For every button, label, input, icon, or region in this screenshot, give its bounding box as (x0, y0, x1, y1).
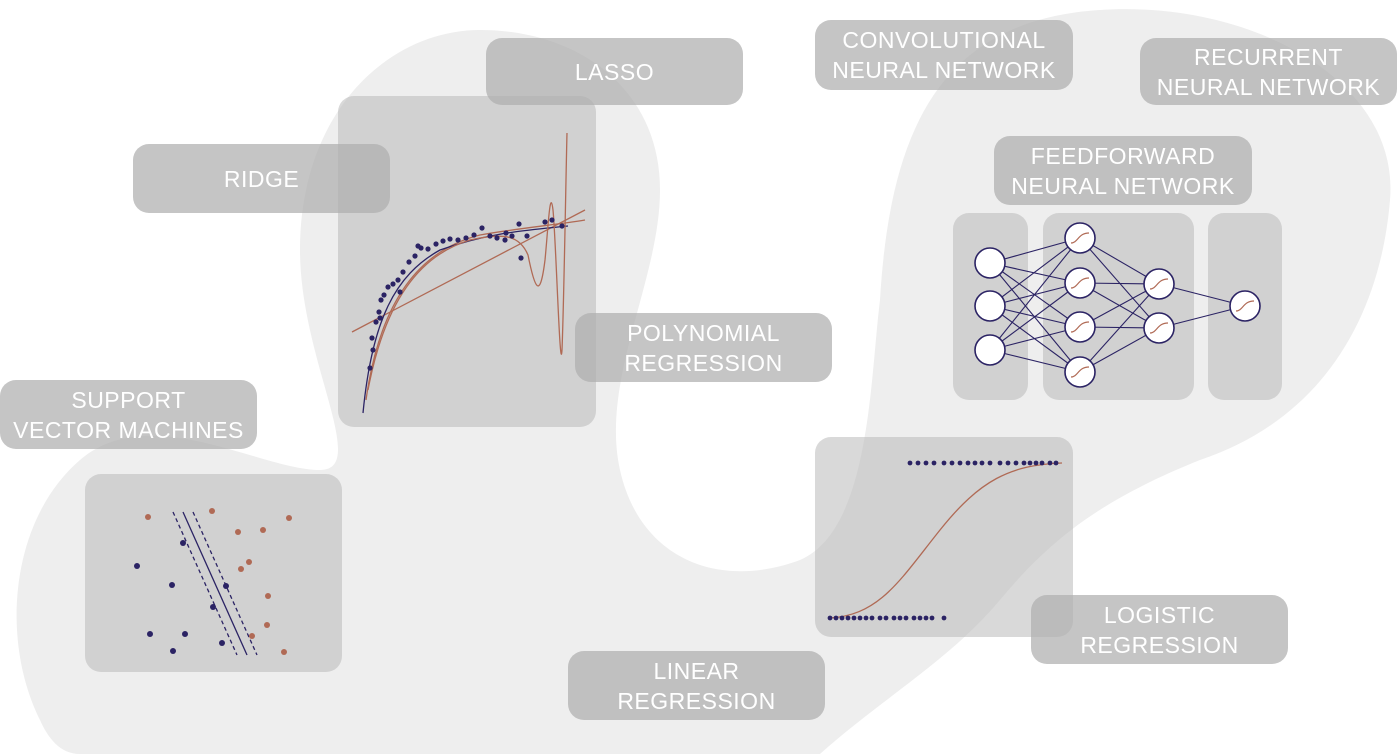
label-ridge: RIDGE (133, 144, 390, 213)
label-ridge-line1: RIDGE (223, 165, 300, 192)
label-support-vector-machines: SUPPORT VECTOR MACHINES (0, 380, 257, 449)
label-ffnn-line1: FEEDFORWARD (1030, 142, 1216, 169)
label-polynomial-regression: POLYNOMIAL REGRESSION (575, 313, 832, 382)
label-polynomial-line1: POLYNOMIAL (627, 319, 780, 346)
label-feedforward-neural-network: FEEDFORWARD NEURAL NETWORK (994, 136, 1252, 205)
label-cnn-line1: CONVOLUTIONAL (842, 27, 1046, 53)
label-linear-regression: LINEAR REGRESSION (568, 651, 825, 720)
label-svm-line2: VECTOR MACHINES (13, 416, 244, 443)
svm-panel (85, 474, 342, 672)
label-logistic-regression: LOGISTIC REGRESSION (1031, 595, 1288, 664)
label-convolutional-neural-network: CONVOLUTIONAL NEURAL NETWORK (815, 20, 1073, 90)
label-rnn-line1: RECURRENT (1194, 43, 1343, 70)
label-lasso: LASSO (486, 38, 743, 105)
nn-input-layer-panel (953, 213, 1028, 400)
label-recurrent-neural-network: RECURRENT NEURAL NETWORK (1140, 38, 1397, 105)
nn-output-layer-panel (1208, 213, 1282, 400)
label-linear-line1: LINEAR (653, 657, 740, 684)
label-cnn-line2: NEURAL NETWORK (832, 57, 1056, 83)
label-logistic-line2: REGRESSION (1080, 631, 1239, 658)
label-rnn-line2: NEURAL NETWORK (1156, 73, 1381, 100)
label-lasso-line1: LASSO (574, 58, 655, 85)
nn-hidden-layers-panel (1043, 213, 1194, 400)
label-ffnn-line2: NEURAL NETWORK (1011, 172, 1235, 199)
label-svm-line1: SUPPORT (71, 386, 186, 413)
label-linear-line2: REGRESSION (617, 687, 776, 714)
label-polynomial-line2: REGRESSION (624, 349, 783, 376)
label-logistic-line1: LOGISTIC (1103, 601, 1216, 628)
